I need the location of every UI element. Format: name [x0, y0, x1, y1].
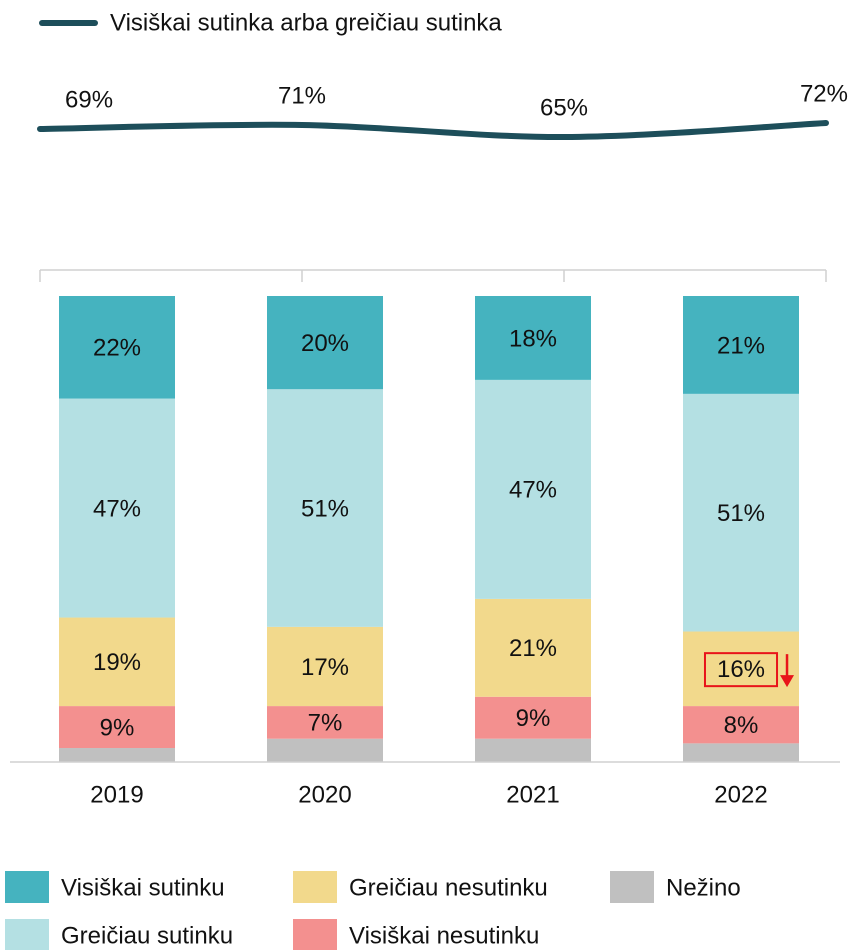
bar-segment — [475, 379, 591, 599]
data-label: 69% — [65, 86, 113, 113]
bar-segment — [267, 738, 383, 762]
data-label: 8% — [724, 712, 759, 739]
data-label: 47% — [509, 477, 557, 504]
legend-label: Visiškai sutinku — [61, 874, 225, 901]
legend-label: Visiškai sutinka arba greičiau sutinka — [110, 9, 502, 36]
legend-label: Greičiau nesutinku — [349, 874, 548, 901]
bar-segment — [267, 389, 383, 627]
bar-segment — [59, 706, 175, 749]
bar-segment — [267, 626, 383, 707]
x-tick-label: 2020 — [298, 781, 351, 808]
legend-label: Nežino — [666, 874, 741, 901]
data-label: 7% — [308, 710, 343, 737]
bar-segment — [683, 631, 799, 707]
data-label: 21% — [717, 332, 765, 359]
data-label: 51% — [301, 495, 349, 522]
data-label: 71% — [278, 82, 326, 109]
data-label: 51% — [717, 500, 765, 527]
bar-segment — [683, 296, 799, 394]
bar-segment — [475, 696, 591, 739]
bar-segment — [59, 617, 175, 707]
highlight-box — [703, 652, 779, 688]
bar-segment — [59, 398, 175, 618]
data-label: 22% — [93, 335, 141, 362]
legend-swatch — [5, 871, 49, 903]
bar-segment — [683, 743, 799, 762]
x-tick-label: 2022 — [714, 781, 767, 808]
data-label: 47% — [93, 495, 141, 522]
legend-swatch — [293, 919, 337, 950]
bar-segment — [683, 393, 799, 632]
bar-segment — [59, 296, 175, 399]
data-label: 20% — [301, 330, 349, 357]
data-label: 65% — [540, 94, 588, 121]
data-label: 18% — [509, 325, 557, 352]
bar-segment — [683, 706, 799, 744]
bar-segment — [267, 296, 383, 390]
legend-swatch — [5, 919, 49, 950]
data-label: 9% — [516, 705, 551, 732]
data-label: 9% — [100, 714, 135, 741]
bar-segment — [475, 598, 591, 697]
bar-segment — [475, 296, 591, 380]
data-label: 19% — [93, 649, 141, 676]
legend-swatch — [610, 871, 654, 903]
data-label: 72% — [800, 80, 848, 107]
x-tick-label: 2021 — [506, 781, 559, 808]
legend-label: Visiškai nesutinku — [349, 922, 539, 949]
decrease-arrow-head — [780, 675, 795, 688]
data-label: 16% — [717, 656, 765, 683]
line — [37, 120, 829, 141]
legend-swatch — [293, 871, 337, 903]
data-label: 17% — [301, 654, 349, 681]
legend-label: Greičiau sutinku — [61, 922, 233, 949]
bar-segment — [475, 738, 591, 762]
bar-segment — [59, 748, 175, 762]
data-label: 21% — [509, 635, 557, 662]
bar-segment — [267, 706, 383, 739]
x-tick-label: 2019 — [90, 781, 143, 808]
